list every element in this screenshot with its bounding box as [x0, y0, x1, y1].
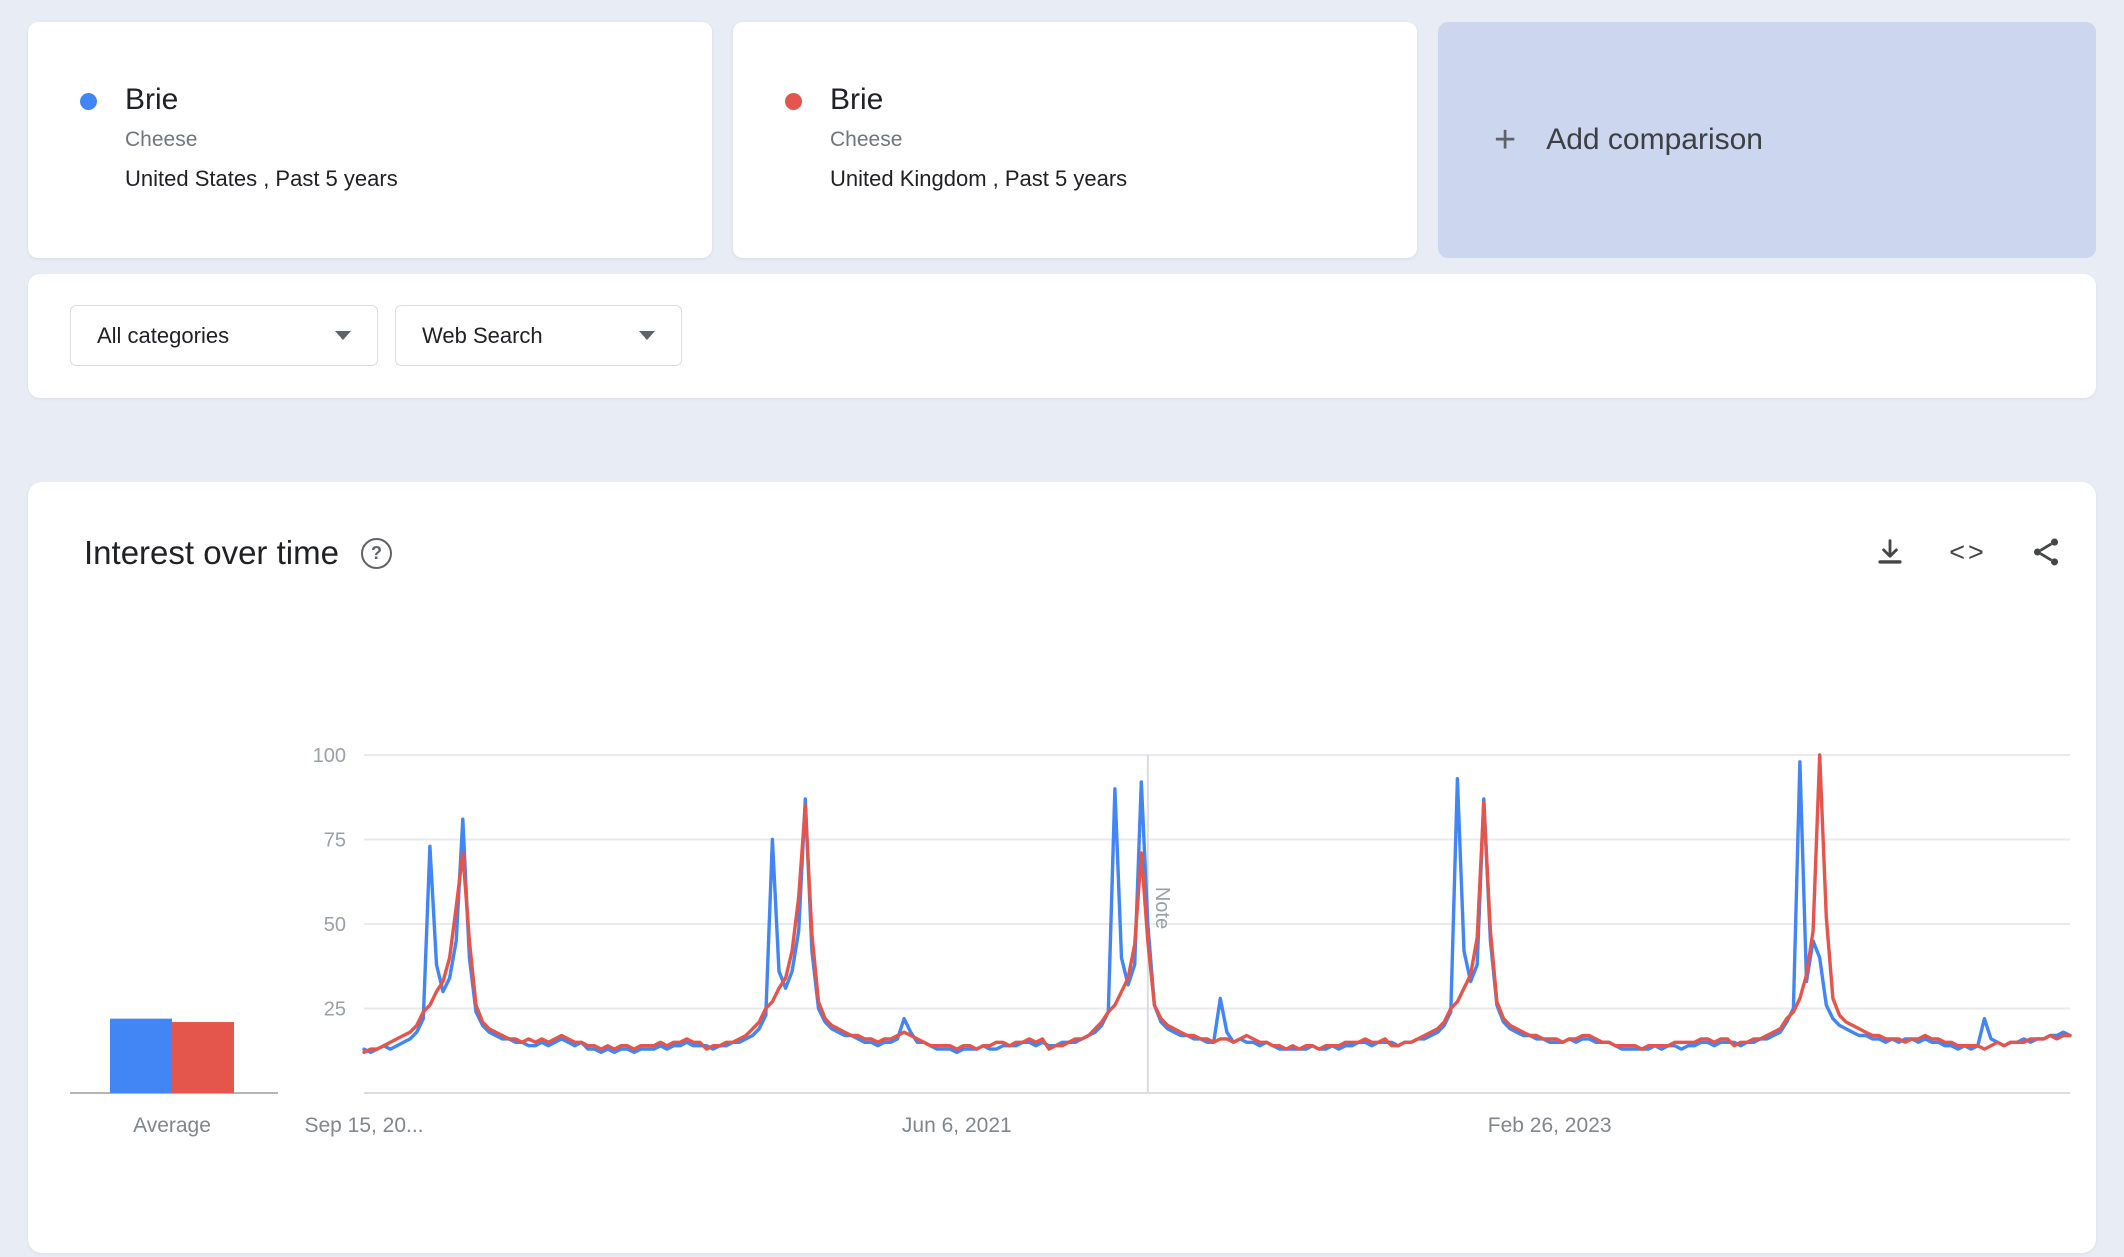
- interest-over-time-chart[interactable]: 25 50 75 100 Note Sep 15, 20... Jun 6, 2021 Feb…: [28, 482, 2096, 1253]
- share-icon: [2033, 538, 2059, 566]
- search-term-scope: United States , Past 5 years: [125, 166, 398, 191]
- trend-line-0: [362, 760, 2072, 1055]
- average-label: Average: [133, 1114, 211, 1137]
- us-card-text: Brie Cheese United States , Past 5 years: [125, 80, 398, 194]
- y-tick-label-25: 25: [324, 999, 346, 1021]
- chevron-down-icon: [335, 331, 351, 340]
- y-tick-label-100: 100: [313, 745, 346, 767]
- uk-card-text: Brie Cheese United Kingdom , Past 5 year…: [830, 80, 1127, 194]
- x-tick-label: Sep 15, 20...: [304, 1114, 423, 1137]
- help-icon[interactable]: ?: [360, 537, 392, 569]
- comparison-card-us[interactable]: Brie Cheese United States , Past 5 years: [28, 22, 712, 258]
- trend-line-1: [362, 753, 2072, 1055]
- download-icon: [1878, 539, 1902, 564]
- average-bar-0: [110, 1018, 172, 1093]
- download-button[interactable]: [1872, 534, 1908, 570]
- search-type-dropdown-label: Web Search: [422, 322, 543, 348]
- average-bar-1: [172, 1022, 234, 1093]
- comparison-card-uk[interactable]: Brie Cheese United Kingdom , Past 5 year…: [733, 22, 1417, 258]
- comparison-cards-row: Brie Cheese United States , Past 5 years…: [28, 22, 2096, 258]
- filter-bar: All categories Web Search: [28, 274, 2096, 398]
- add-comparison-button[interactable]: + Add comparison: [1438, 22, 2096, 258]
- note-marker-label: Note: [1151, 887, 1173, 929]
- search-term-scope: United Kingdom , Past 5 years: [830, 166, 1128, 191]
- interest-over-time-panel: Interest over time ? <> 25 50 75 100 Note Sep…: [28, 482, 2096, 1253]
- chart-actions: <>: [1872, 534, 2064, 570]
- embed-icon: <>: [1949, 536, 1987, 567]
- share-button[interactable]: [2028, 534, 2064, 570]
- chevron-down-icon: [639, 331, 655, 340]
- plus-icon: +: [1494, 119, 1517, 161]
- add-comparison-label: Add comparison: [1546, 123, 1763, 156]
- search-term-type: Cheese: [125, 128, 198, 151]
- y-tick-label-50: 50: [324, 914, 346, 936]
- help-question-mark: ?: [370, 542, 382, 563]
- x-tick-label: Jun 6, 2021: [902, 1114, 1012, 1137]
- us-series-color-dot: [80, 93, 97, 110]
- category-dropdown-label: All categories: [97, 322, 230, 348]
- chart-header: Interest over time ?: [84, 534, 392, 572]
- category-dropdown[interactable]: All categories: [70, 305, 378, 366]
- search-term-type: Cheese: [830, 128, 903, 151]
- x-tick-label: Feb 26, 2023: [1488, 1114, 1612, 1137]
- search-type-dropdown[interactable]: Web Search: [395, 305, 682, 366]
- search-term: Brie: [125, 83, 179, 116]
- y-tick-label-75: 75: [324, 830, 346, 852]
- embed-button[interactable]: <>: [1949, 534, 1987, 570]
- search-term: Brie: [830, 83, 884, 116]
- uk-series-color-dot: [785, 93, 802, 110]
- chart-title: Interest over time: [84, 534, 339, 571]
